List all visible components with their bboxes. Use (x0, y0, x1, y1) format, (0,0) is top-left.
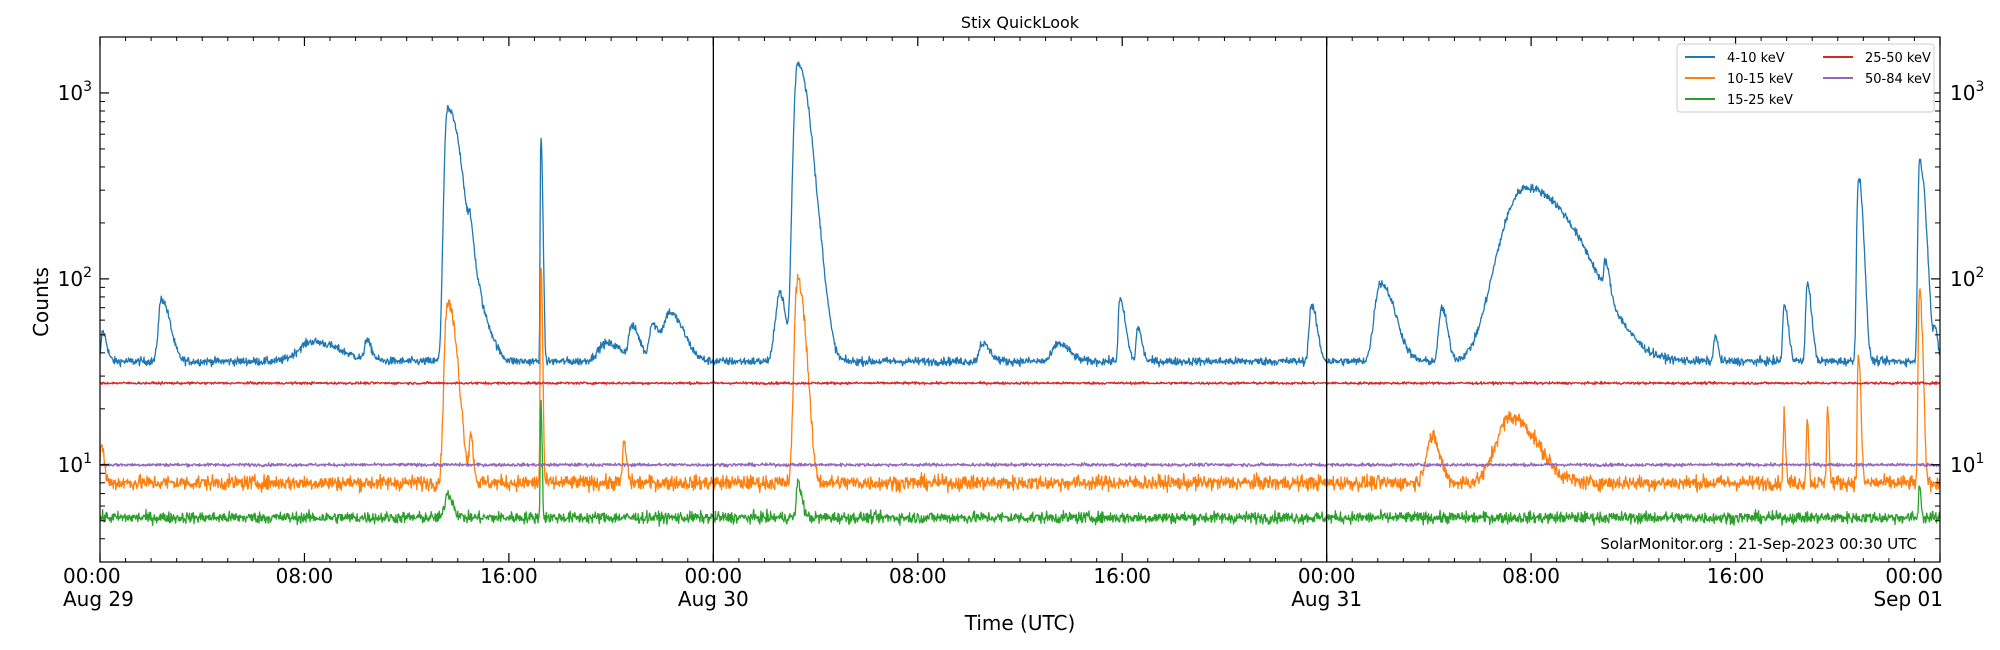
legend-box (1676, 43, 1935, 113)
series-line-3 (99, 380, 1941, 386)
legend-label: 10-15 keV (1727, 72, 1793, 87)
y-tick-label-right: 103 (1950, 79, 1984, 105)
source-annotation: SolarMonitor.org : 21-Sep-2023 00:30 UTC (1600, 535, 1917, 553)
y-tick-label: 103 (58, 79, 92, 105)
series-line-0 (99, 61, 1941, 368)
series-layer (99, 61, 1941, 527)
x-tick-date-label: Aug 31 (1291, 587, 1362, 611)
legend-label: 4-10 keV (1727, 51, 1785, 66)
y-tick-label-right: 102 (1950, 265, 1984, 291)
x-tick-label: 00:00 (63, 564, 121, 588)
x-tick-label: 08:00 (276, 564, 334, 588)
series-line-2 (99, 399, 1941, 527)
legend-label: 15-25 keV (1727, 93, 1793, 108)
x-tick-date-label: Aug 29 (63, 587, 134, 611)
y-tick-label: 101 (58, 451, 92, 477)
y-axis-label: Counts (29, 267, 53, 337)
x-tick-label: 00:00 (1885, 564, 1943, 588)
x-tick-label: 00:00 (1298, 564, 1356, 588)
x-tick-label: 16:00 (480, 564, 538, 588)
series-line-1 (99, 267, 1941, 494)
series-line-4 (99, 461, 1941, 468)
x-tick-date-label: Aug 30 (678, 587, 749, 611)
x-tick-label: 08:00 (889, 564, 947, 588)
chart-legend: 4-10 keV 10-15 keV 15-25 keV 25-50 keV 50-84… (1676, 43, 1935, 113)
y-tick-label-right: 101 (1950, 451, 1984, 477)
y-tick-label: 102 (58, 265, 92, 291)
x-axis-label: Time (UTC) (964, 611, 1076, 635)
chart-title: Stix QuickLook (961, 13, 1080, 32)
x-tick-label: 00:00 (685, 564, 743, 588)
x-tick-label: 08:00 (1502, 564, 1560, 588)
legend-label: 50-84 keV (1865, 72, 1931, 87)
x-tick-date-label: Sep 01 (1873, 587, 1943, 611)
x-tick-label: 16:00 (1707, 564, 1765, 588)
x-tick-label: 16:00 (1093, 564, 1151, 588)
legend-label: 25-50 keV (1865, 51, 1931, 66)
